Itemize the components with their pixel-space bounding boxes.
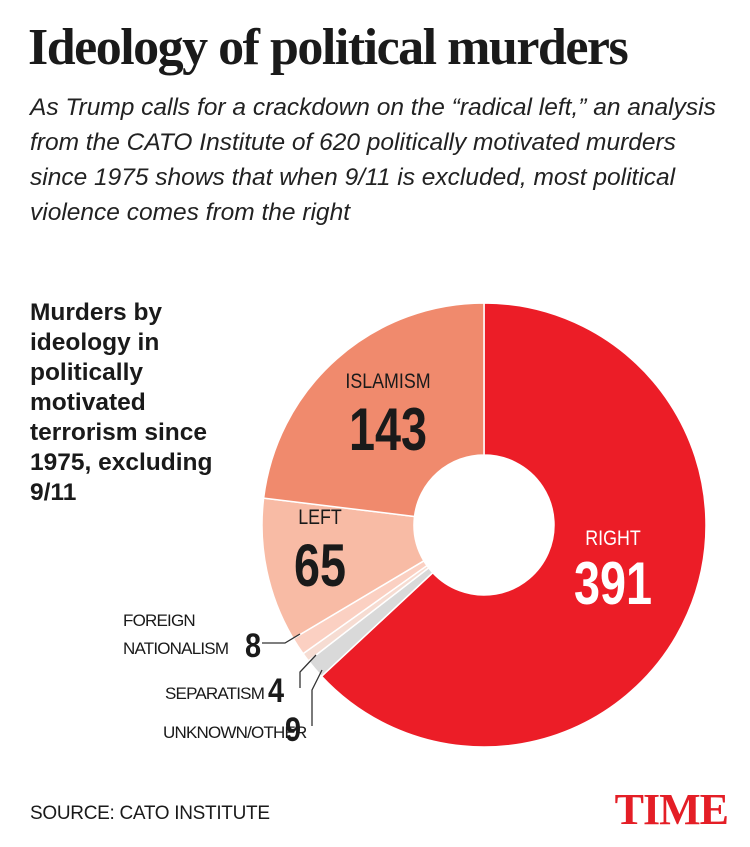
outside-label: FOREIGN NATIONALISM 8	[123, 607, 262, 663]
slice-label: SEPARATISM	[165, 684, 265, 703]
value-label: 65	[294, 532, 346, 599]
value-label: 8	[245, 627, 261, 665]
logo: TIME	[614, 785, 729, 834]
value-label: 143	[349, 396, 427, 463]
value-label: 4	[268, 672, 284, 710]
annotation: Murders by ideology in politically motiv…	[30, 299, 213, 506]
slices	[261, 302, 707, 748]
leader-line	[299, 654, 317, 688]
chart-subtitle: As Trump calls for a crackdown on the “r…	[30, 94, 716, 226]
slice-label: FOREIGN NATIONALISM	[123, 611, 229, 658]
chart-title: Ideology of political murders	[28, 19, 629, 76]
slice	[261, 497, 425, 640]
outside-label: SEPARATISM 4	[165, 674, 285, 708]
value-label: 391	[574, 550, 652, 617]
slice-label: ISLAMISM	[345, 370, 430, 394]
leader-line	[311, 669, 323, 726]
slice-label: RIGHT	[585, 527, 641, 551]
leader-line	[262, 633, 301, 644]
value-label: 9	[285, 711, 301, 749]
slice-label: UNKNOWN/OTHER	[163, 723, 307, 742]
slice	[262, 302, 485, 518]
slice	[320, 302, 707, 748]
source: SOURCE: CATO INSTITUTE	[30, 803, 270, 824]
outside-label: UNKNOWN/OTHER 9	[163, 711, 307, 749]
leader-lines	[262, 633, 323, 726]
slice-label: LEFT	[298, 506, 342, 530]
